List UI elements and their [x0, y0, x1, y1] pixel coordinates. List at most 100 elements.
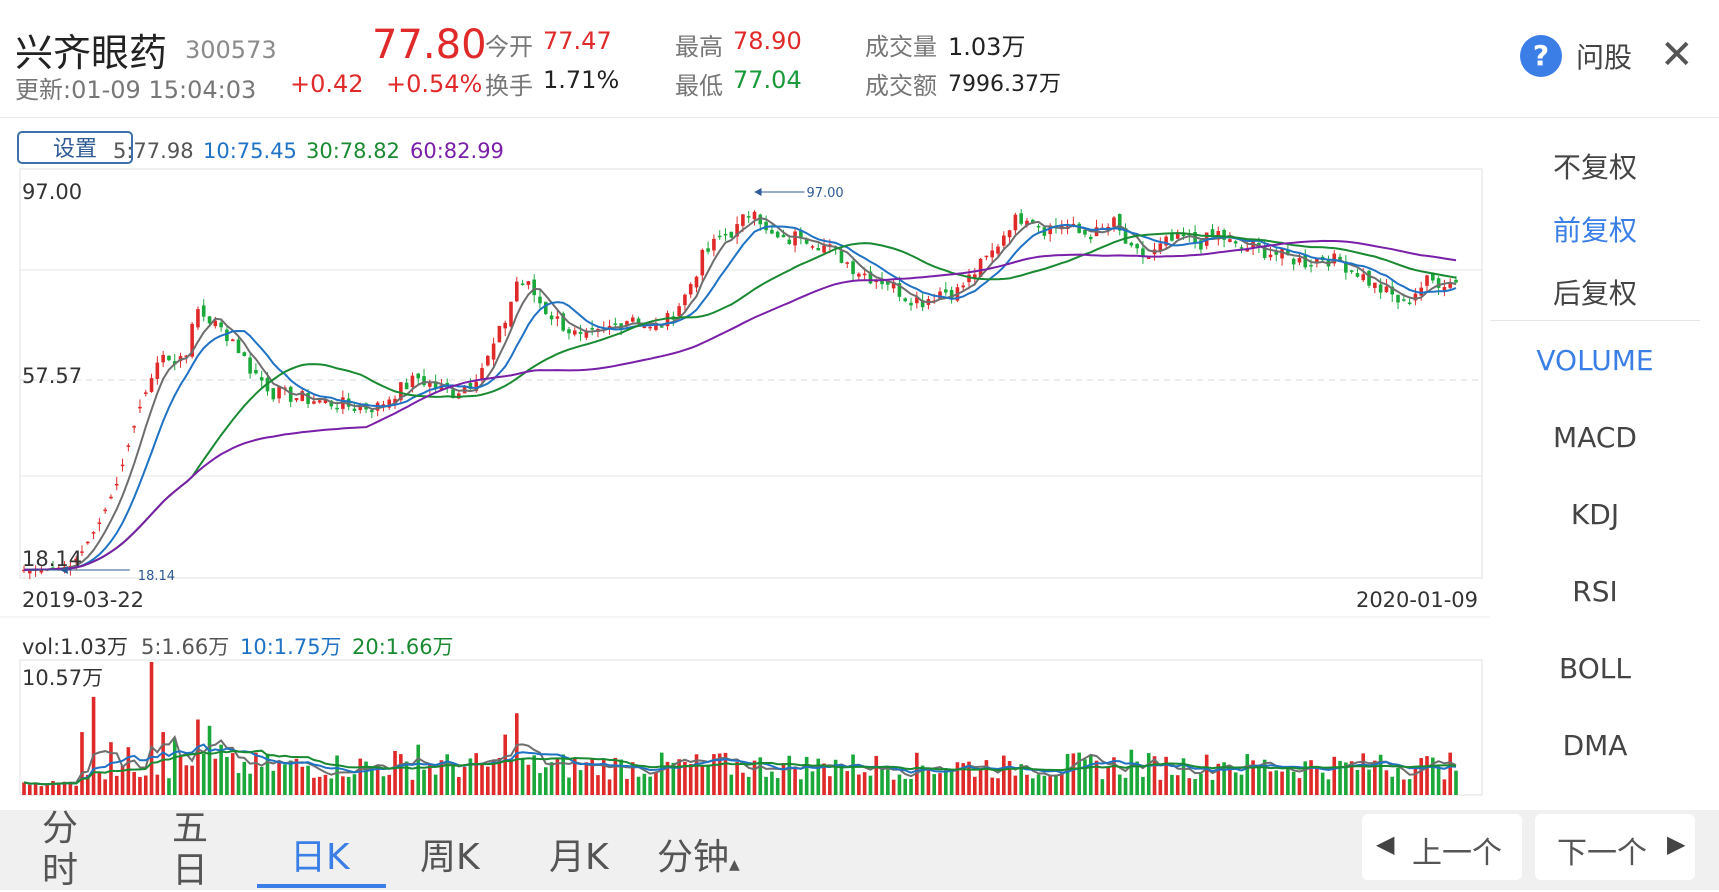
side-item-forward-adjust[interactable]: 前复权: [1552, 214, 1637, 247]
candle-body: [370, 410, 374, 413]
candle-body: [201, 305, 206, 317]
candle-body: [567, 329, 571, 334]
candle-body: [1088, 236, 1093, 240]
volume-bar: [312, 777, 316, 795]
candle-body: [375, 402, 380, 411]
side-item-dma[interactable]: DMA: [1562, 729, 1628, 762]
volume-bar: [277, 760, 281, 795]
candle-body: [619, 323, 623, 330]
volume-bar: [1001, 755, 1006, 795]
side-item-kdj[interactable]: KDJ: [1570, 498, 1620, 531]
settings-button[interactable]: 设置: [17, 131, 133, 164]
candle-body: [184, 355, 189, 358]
candle-body: [538, 296, 542, 304]
tab-minute[interactable]: 分钟▲: [657, 828, 740, 880]
volume-bar: [242, 761, 247, 795]
volume-bar: [288, 760, 293, 795]
candle-body: [996, 246, 1000, 254]
price-grid: [19, 168, 1483, 579]
candle-body: [961, 285, 966, 288]
volume-bar: [1349, 761, 1354, 795]
side-item-volume[interactable]: VOLUME: [1536, 344, 1654, 377]
volume-bar: [196, 719, 200, 795]
volume-bar: [283, 764, 287, 795]
price-change-pct: +0.54%: [386, 70, 483, 98]
candle-body: [596, 329, 600, 332]
candle-body: [694, 276, 699, 288]
max-marker-arrow: [754, 188, 762, 196]
tab-daily-k[interactable]: 日K: [290, 837, 350, 878]
tab-minute-label: 分钟: [657, 837, 730, 878]
volume-bar: [1141, 776, 1145, 795]
candle-body: [457, 393, 461, 399]
tab-five-day[interactable]: 五日: [172, 808, 209, 891]
candle-body: [1112, 217, 1116, 227]
volume-bar: [828, 776, 832, 795]
volume-bar: [1320, 772, 1325, 795]
candle-body: [364, 403, 368, 410]
candle-body: [1280, 248, 1284, 259]
candle-body: [688, 284, 693, 295]
volume-bar: [1030, 778, 1035, 795]
side-item-no-adjust[interactable]: 不复权: [1552, 151, 1637, 184]
volume-bar: [138, 776, 142, 795]
tab-intraday[interactable]: 分时: [42, 808, 79, 891]
volume-bar: [781, 763, 786, 795]
ma5-legend: 5:77.98: [113, 139, 194, 163]
volume-bar: [1297, 778, 1302, 795]
candle-body: [433, 381, 438, 390]
candle-body: [630, 317, 635, 322]
close-icon[interactable]: ✕: [1660, 32, 1694, 78]
candle-body: [1181, 234, 1186, 237]
arrow-left-icon: ◀: [1376, 830, 1395, 858]
ask-stock-button[interactable]: ? 问股: [1520, 35, 1632, 77]
candle-body: [851, 261, 855, 275]
candle-body: [932, 300, 937, 302]
volume-bar: [1257, 767, 1261, 795]
volume-label: 成交量: [865, 33, 937, 61]
volume-bar: [1175, 775, 1180, 795]
quote-header: 兴齐眼药 300573 更新:01-09 15:04:03 77.80 +0.4…: [0, 0, 1719, 118]
candle-body: [1083, 230, 1087, 235]
volume-bar: [1262, 759, 1267, 795]
candle-body: [85, 541, 90, 544]
next-stock-button[interactable]: 下一个 ▶: [1535, 814, 1695, 880]
volume-bar: [874, 755, 879, 795]
candle-body: [1007, 230, 1012, 238]
side-item-boll[interactable]: BOLL: [1559, 652, 1631, 685]
volume-bar: [364, 761, 368, 795]
candle-body: [1355, 273, 1360, 277]
candle-body: [642, 326, 647, 329]
candle-body: [445, 382, 450, 389]
ma60-legend: 60:82.99: [410, 139, 504, 163]
volume-bar: [74, 785, 78, 795]
candle-body: [462, 386, 467, 394]
volume-bar: [155, 774, 160, 795]
ma60-line: [24, 239, 1457, 571]
prev-stock-button[interactable]: ◀ 上一个: [1362, 814, 1522, 880]
tab-weekly-k[interactable]: 周K: [420, 837, 480, 878]
candle-body: [770, 229, 774, 234]
candle-body: [486, 355, 490, 366]
candle-body: [381, 404, 386, 406]
side-item-rsi[interactable]: RSI: [1572, 575, 1618, 608]
candle-body: [555, 316, 560, 319]
volume-bar: [642, 773, 647, 795]
side-item-macd[interactable]: MACD: [1553, 421, 1637, 454]
ma30-line: [24, 232, 1457, 571]
candle-body: [312, 401, 316, 404]
side-item-backward-adjust[interactable]: 后复权: [1552, 277, 1637, 310]
candle-body: [138, 406, 142, 409]
volume-bar: [375, 765, 380, 795]
candle-body: [167, 355, 171, 361]
volume-bar: [1042, 775, 1047, 795]
tab-monthly-k[interactable]: 月K: [549, 837, 609, 878]
candle-body: [799, 231, 803, 239]
volume-bar: [648, 776, 652, 795]
candle-body: [590, 328, 594, 330]
volume-bar: [33, 783, 38, 795]
volume-bar: [938, 773, 942, 795]
volume-bar: [1274, 770, 1279, 795]
candle-body: [804, 239, 809, 244]
